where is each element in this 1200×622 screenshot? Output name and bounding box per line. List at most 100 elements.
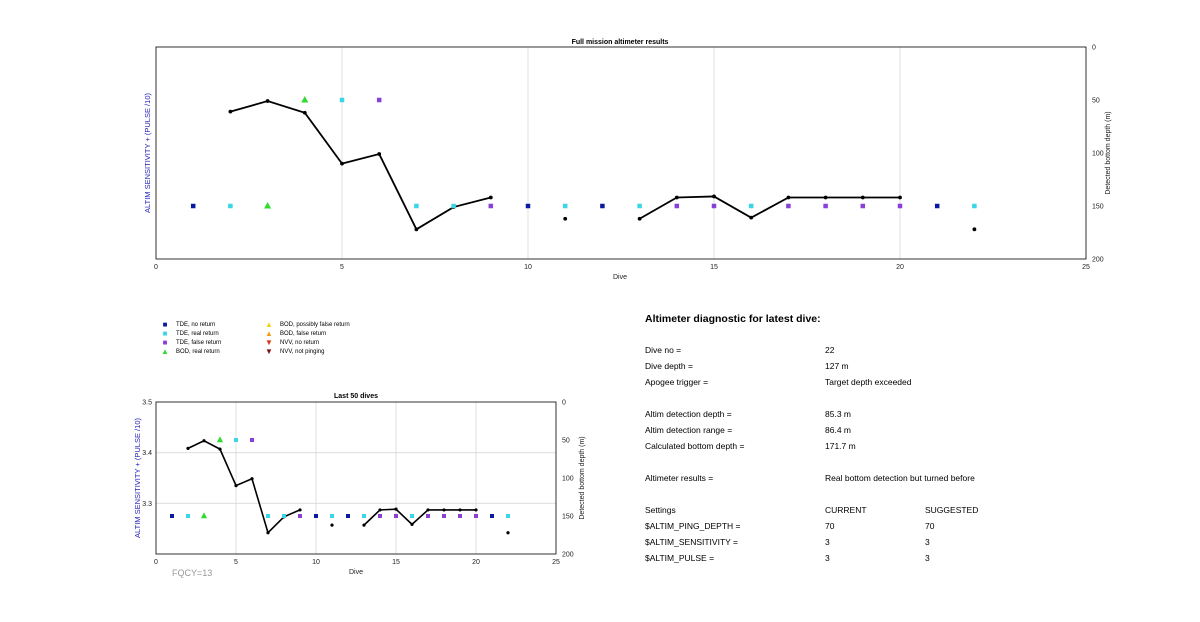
tde-marker xyxy=(562,203,568,209)
bottom-depth-point xyxy=(488,195,493,200)
legend-label: TDE, real return xyxy=(176,331,219,337)
bottom-depth-point xyxy=(362,523,366,527)
tde-marker xyxy=(451,203,456,209)
legend-label: TDE, no return xyxy=(176,322,216,328)
x-tick-label: 20 xyxy=(896,264,904,271)
tde-marker xyxy=(637,203,642,209)
bottom-depth-point xyxy=(234,484,238,488)
y2-tick-label: 0 xyxy=(1092,45,1096,52)
bottom-depth-point xyxy=(414,227,419,232)
y-tick-label: 3.5 xyxy=(142,400,152,407)
bod-marker xyxy=(216,436,224,443)
diag-suggested: 3 xyxy=(925,537,930,547)
bottom-chart-y-ticks: 3.5 3.4 3.3 xyxy=(142,400,152,508)
bottom-depth-point xyxy=(298,508,302,512)
tde-marker xyxy=(376,97,382,103)
diag-value: Real bottom detection but turned before xyxy=(825,473,975,483)
bottom-depth-point xyxy=(474,508,478,512)
legend-label: BOD, false return xyxy=(280,331,327,337)
bottom-depth-point xyxy=(218,447,222,451)
tde-marker xyxy=(823,203,828,209)
tde-marker xyxy=(426,514,430,518)
diag-key: $ALTIM_SENSITIVITY = xyxy=(645,537,738,547)
bottom-chart-ylabel-left: ALTIM SENSITIVITY + (PULSE /10) xyxy=(133,418,142,538)
diag-value: 3 xyxy=(825,553,830,563)
bottom-depth-point xyxy=(637,216,642,221)
bottom-chart-axes xyxy=(155,401,557,555)
bottom-depth-point xyxy=(426,508,430,512)
tde-marker xyxy=(490,514,494,518)
x-tick-label: 0 xyxy=(154,559,158,566)
bottom-depth-point xyxy=(442,508,446,512)
bottom-chart-grid xyxy=(156,402,556,554)
x-tick-label: 25 xyxy=(1082,264,1090,271)
bottom-depth-line xyxy=(639,195,900,220)
legend-marker: ▲ xyxy=(265,320,273,329)
x-tick-label: 15 xyxy=(710,264,718,271)
bottom-depth-point xyxy=(265,99,270,103)
diag-value: 22 xyxy=(825,345,835,355)
diag-value: 3 xyxy=(825,537,830,547)
legend-item: ▲ BOD, false return xyxy=(264,330,326,338)
diag-value: 70 xyxy=(825,521,835,531)
y2-tick-label: 150 xyxy=(1092,204,1104,211)
top-chart-title: Full mission altimeter results xyxy=(572,39,669,46)
bottom-depth-point xyxy=(394,507,398,511)
bottom-depth-point xyxy=(302,110,307,115)
bottom-depth-point xyxy=(563,216,568,221)
legend-marker: ▼ xyxy=(265,347,273,356)
tde-marker xyxy=(346,514,350,518)
tde-marker xyxy=(414,203,419,209)
bottom-depth-point xyxy=(712,194,716,199)
bottom-depth-point xyxy=(266,531,270,535)
diag-row-ping-depth: $ALTIM_PING_DEPTH = 70 70 xyxy=(645,521,1185,537)
legend-item: ▼ NVV, no return xyxy=(264,339,319,347)
tde-marker xyxy=(170,514,174,518)
diag-row-detection-depth: Altim detection depth = 85.3 m xyxy=(645,409,1185,425)
diag-key: Calculated bottom depth = xyxy=(645,441,745,451)
tde-marker xyxy=(330,514,334,518)
tde-marker xyxy=(786,203,791,209)
tde-marker xyxy=(298,514,302,518)
y2-tick-label: 150 xyxy=(562,514,574,521)
y2-tick-label: 200 xyxy=(562,552,574,559)
legend-item: ■ TDE, no return xyxy=(160,321,216,329)
diag-key: Dive no = xyxy=(645,345,682,355)
tde-marker xyxy=(228,203,233,209)
legend-label: BOD, possibly false return xyxy=(280,322,350,328)
legend-marker: ■ xyxy=(162,329,168,338)
y2-tick-label: 200 xyxy=(1092,257,1104,264)
tde-marker xyxy=(711,203,717,209)
tde-marker xyxy=(362,514,366,518)
bottom-depth-point xyxy=(972,227,977,232)
tde-marker xyxy=(394,514,398,518)
bottom-chart-title: Last 50 dives xyxy=(334,393,378,400)
bottom-depth-point xyxy=(674,195,679,200)
top-chart-grid xyxy=(341,47,901,259)
tde-marker xyxy=(282,514,286,518)
bottom-depth-line xyxy=(230,100,492,231)
bottom-chart-marks xyxy=(170,436,510,535)
x-tick-label: 25 xyxy=(552,559,560,566)
diag-key: Settings xyxy=(645,505,676,515)
tde-marker xyxy=(458,514,462,518)
bottom-chart-x-ticks: 0 5 10 15 20 25 xyxy=(154,559,560,566)
bod-marker xyxy=(264,201,272,209)
x-tick-label: 10 xyxy=(312,559,320,566)
bottom-depth-point xyxy=(506,531,510,535)
y-tick-label: 3.4 xyxy=(142,450,152,457)
diag-row-dive-depth: Dive depth = 127 m xyxy=(645,361,1185,377)
top-chart-x-ticks: 0 5 10 15 20 25 xyxy=(154,264,1090,271)
top-chart-xlabel: Dive xyxy=(613,274,627,281)
legend-marker: ▼ xyxy=(265,338,273,347)
diag-row-results: Altimeter results = Real bottom detection… xyxy=(645,473,1185,489)
diag-row-apogee: Apogee trigger = Target depth exceeded xyxy=(645,377,1185,393)
legend-label: NVV, no return xyxy=(280,340,320,346)
diag-value: 127 m xyxy=(825,361,849,371)
diag-key: Altimeter results = xyxy=(645,473,714,483)
tde-marker xyxy=(442,514,446,518)
top-chart-axes xyxy=(155,46,1087,260)
y2-tick-label: 100 xyxy=(1092,151,1104,158)
tde-marker xyxy=(748,203,754,209)
top-chart-ylabel-left: ALTIM SENSITIVITY + (PULSE /10) xyxy=(143,93,152,213)
